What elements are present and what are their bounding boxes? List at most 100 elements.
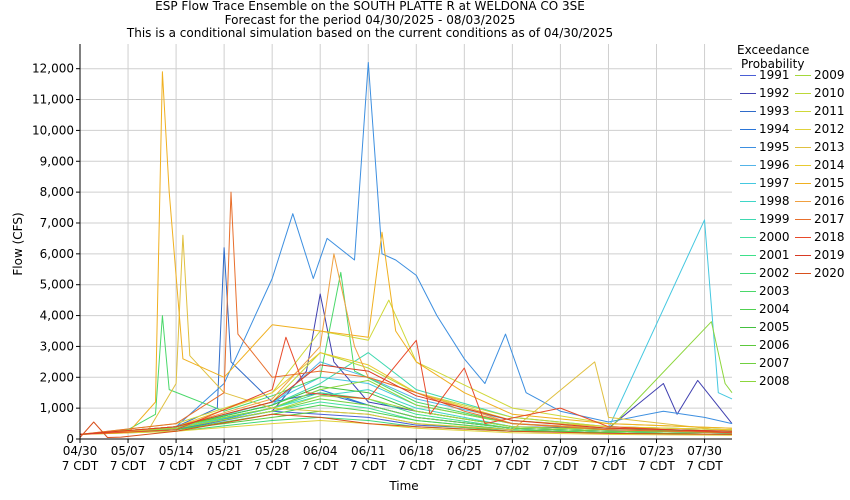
x-tick-label: 07/09 (543, 444, 578, 458)
legend-label: 2006 (759, 338, 790, 352)
legend-item-1997: 1997 (740, 174, 790, 192)
legend-label: 1992 (759, 86, 790, 100)
legend-item-2005: 2005 (740, 318, 790, 336)
legend-item-1998: 1998 (740, 192, 790, 210)
series-line-2015 (79, 71, 733, 435)
legend-swatch (795, 129, 811, 130)
legend-label: 2013 (814, 140, 845, 154)
legend-swatch (740, 129, 756, 130)
x-tick-sublabel: 7 CDT (446, 459, 483, 473)
series-line-1992 (79, 293, 733, 435)
x-tick-label: 06/04 (303, 444, 338, 458)
legend-swatch (795, 93, 811, 94)
legend-item-2011: 2011 (795, 102, 845, 120)
legend-item-2016: 2016 (795, 192, 845, 210)
legend-label: 2005 (759, 320, 790, 334)
legend-swatch (795, 201, 811, 202)
legend-label: 2017 (814, 212, 845, 226)
legend-item-1996: 1996 (740, 156, 790, 174)
legend-item-1999: 1999 (740, 210, 790, 228)
legend-title-line1: Exceedance (737, 43, 810, 57)
legend-item-2002: 2002 (740, 264, 790, 282)
y-tick-label: 4,000 (40, 309, 74, 323)
y-tick-label: 6,000 (40, 247, 74, 261)
series-line-2008 (79, 321, 733, 435)
legend-item-2015: 2015 (795, 174, 845, 192)
y-tick-label: 5,000 (40, 278, 74, 292)
y-tick-label: 0 (66, 432, 74, 446)
legend-label: 2012 (814, 122, 845, 136)
legend-swatch (795, 165, 811, 166)
y-axis-label: Flow (CFS) (11, 212, 25, 275)
series-line-2003 (79, 271, 733, 435)
legend-label: 2000 (759, 230, 790, 244)
y-tick-label: 7,000 (40, 216, 74, 230)
legend-label: 2018 (814, 230, 845, 244)
legend-swatch (740, 255, 756, 256)
grid-lines (80, 44, 732, 439)
x-axis-label: Time (388, 479, 418, 493)
legend-title-line2: Probability (741, 57, 805, 71)
x-tick-label: 05/28 (255, 444, 290, 458)
legend-item-1995: 1995 (740, 138, 790, 156)
legend-item-1992: 1992 (740, 84, 790, 102)
series-line-2018 (79, 336, 733, 435)
y-tick-label: 9,000 (40, 154, 74, 168)
legend-swatch (795, 273, 811, 274)
x-tick-sublabel: 7 CDT (206, 459, 243, 473)
legend-swatch (740, 75, 756, 76)
x-tick-label: 07/16 (591, 444, 626, 458)
x-tick-label: 06/11 (351, 444, 386, 458)
legend-item-2010: 2010 (795, 84, 845, 102)
series-line-2020 (79, 413, 733, 438)
legend-swatch (740, 291, 756, 292)
legend-item-2000: 2000 (740, 228, 790, 246)
y-tick-label: 12,000 (32, 62, 74, 76)
legend-label: 1998 (759, 194, 790, 208)
legend: Exceedance Probability 1991 1992 1993 1994 1… (737, 43, 850, 388)
legend-item-2003: 2003 (740, 282, 790, 300)
x-tick-label: 04/30 (63, 444, 98, 458)
legend-item-2012: 2012 (795, 120, 845, 138)
x-tick-label: 06/18 (399, 444, 434, 458)
legend-swatch (740, 327, 756, 328)
x-tick-label: 05/21 (207, 444, 242, 458)
legend-swatch (795, 111, 811, 112)
x-tick-sublabel: 7 CDT (350, 459, 387, 473)
legend-swatch (740, 345, 756, 346)
chart-note: This is a conditional simulation based o… (126, 26, 614, 40)
legend-item-1993: 1993 (740, 102, 790, 120)
legend-swatch (740, 237, 756, 238)
legend-label: 1999 (759, 212, 790, 226)
legend-swatch (795, 237, 811, 238)
y-tick-label: 8,000 (40, 185, 74, 199)
series-line-2014 (79, 352, 733, 435)
x-tick-label: 06/25 (447, 444, 482, 458)
legend-swatch (740, 219, 756, 220)
series-lines (79, 62, 733, 438)
legend-swatch (795, 147, 811, 148)
series-line-1995 (79, 62, 733, 435)
legend-swatch (740, 201, 756, 202)
x-tick-sublabel: 7 CDT (638, 459, 675, 473)
legend-item-2019: 2019 (795, 246, 845, 264)
legend-swatch (795, 183, 811, 184)
legend-label: 2002 (759, 266, 790, 280)
legend-item-2018: 2018 (795, 228, 845, 246)
legend-item-2001: 2001 (740, 246, 790, 264)
legend-item-2006: 2006 (740, 336, 790, 354)
x-tick-sublabel: 7 CDT (686, 459, 723, 473)
chart-titles: ESP Flow Trace Ensemble on the SOUTH PLA… (0, 0, 740, 41)
legend-label: 2016 (814, 194, 845, 208)
legend-item-1994: 1994 (740, 120, 790, 138)
y-tick-label: 11,000 (32, 93, 74, 107)
x-tick-label: 07/30 (687, 444, 722, 458)
x-tick-label: 05/07 (111, 444, 146, 458)
x-tick-sublabel: 7 CDT (590, 459, 627, 473)
chart-subtitle: Forecast for the period 04/30/2025 - 08/… (224, 12, 516, 27)
legend-item-2013: 2013 (795, 138, 845, 156)
legend-swatch (740, 111, 756, 112)
legend-label: 2014 (814, 158, 845, 172)
legend-label: 2010 (814, 86, 845, 100)
x-tick-sublabel: 7 CDT (398, 459, 435, 473)
